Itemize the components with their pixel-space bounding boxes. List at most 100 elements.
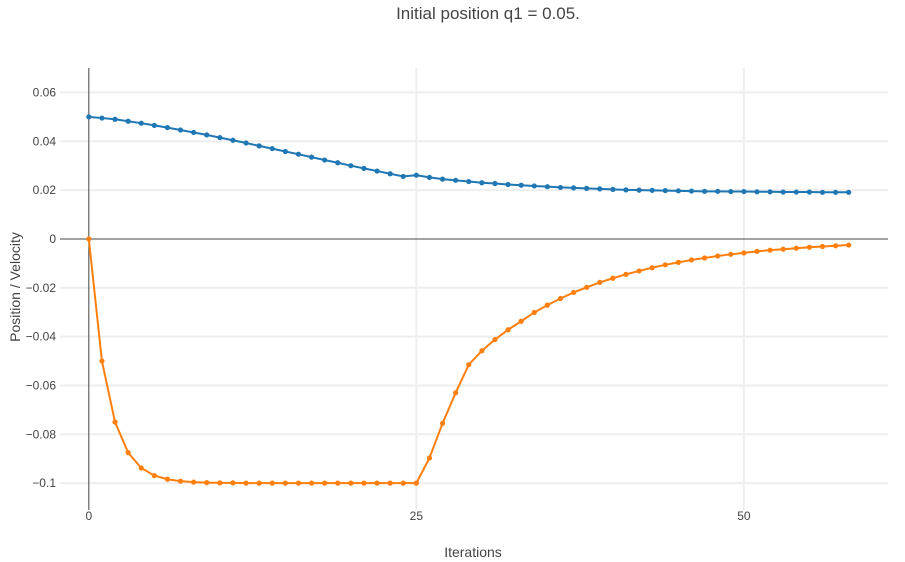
- series-1-point: [662, 187, 668, 194]
- y-tick-label: −0.1: [32, 476, 56, 490]
- series-1-point: [256, 143, 262, 149]
- series-1-point: [531, 183, 537, 189]
- y-axis-title: Position / Velocity: [7, 232, 23, 342]
- series-1-point: [688, 188, 695, 194]
- series-2-point: [361, 480, 367, 486]
- series-1-point: [164, 124, 171, 131]
- series-2-point: [846, 242, 852, 248]
- series-1-point: [741, 188, 747, 195]
- series-2-point: [400, 480, 406, 486]
- series-2-point: [701, 255, 708, 261]
- series-2-point: [819, 243, 826, 250]
- series-2-point: [597, 279, 603, 286]
- series-1-point: [806, 189, 812, 195]
- series-1-point: [413, 172, 419, 178]
- series-2-point: [780, 246, 786, 252]
- y-tick-label: −0.06: [26, 378, 57, 392]
- series-2-point: [715, 253, 721, 259]
- series-1-point: [348, 163, 354, 169]
- series-1-point: [701, 188, 708, 194]
- series-2-point: [230, 480, 236, 486]
- x-tick-label: 50: [737, 509, 751, 523]
- series-1-point: [387, 171, 393, 177]
- series-2-point: [138, 465, 144, 471]
- series-line-2: [87, 238, 849, 485]
- series-1-point: [322, 157, 328, 163]
- series-1-point: [191, 129, 197, 136]
- series-1-point: [204, 132, 210, 138]
- series-2-point: [688, 257, 695, 263]
- series-2-point: [806, 244, 812, 250]
- series-1-point: [282, 148, 288, 155]
- series-2-point: [479, 348, 485, 354]
- x-tick-label: 25: [410, 509, 424, 523]
- series-2-point: [636, 268, 642, 274]
- series-1-point: [819, 189, 826, 195]
- series-2-point: [610, 275, 616, 281]
- series-1-point: [125, 118, 131, 124]
- series-2-point: [387, 480, 393, 486]
- series-2-point: [295, 480, 302, 486]
- series-2-point: [269, 480, 275, 486]
- series-1-point: [269, 145, 275, 152]
- x-tick-labels: 0 25 50: [85, 509, 750, 523]
- series-1-point: [846, 189, 852, 195]
- series-1-point: [112, 116, 118, 122]
- series-2-point: [413, 480, 419, 486]
- series-2-point: [322, 480, 328, 486]
- series-2-point: [675, 259, 681, 265]
- x-axis-title: Iterations: [444, 544, 502, 560]
- series-1-point: [177, 127, 184, 133]
- series-2-point: [584, 284, 590, 290]
- series-2-point: [191, 479, 197, 485]
- series-1-point: [544, 184, 550, 190]
- x-gridlines: [415, 68, 745, 510]
- series-2-point: [518, 318, 524, 324]
- series-2-point: [662, 262, 668, 268]
- y-tick-label: 0.06: [33, 85, 57, 99]
- series-2-point: [793, 245, 799, 251]
- series-2-point: [531, 309, 537, 316]
- x-tick-label: 0: [85, 509, 92, 523]
- series-1-point: [243, 140, 249, 146]
- y-tick-label: −0.02: [26, 281, 57, 295]
- series-2-point: [86, 236, 92, 242]
- series-2-point: [125, 450, 131, 456]
- series-1-point: [675, 188, 681, 194]
- axes: [60, 68, 888, 510]
- series-2-point: [426, 455, 433, 461]
- series-1-point: [479, 180, 485, 186]
- series-1-point: [518, 182, 524, 188]
- series-1-point: [374, 168, 380, 174]
- y-gridlines: [60, 91, 888, 485]
- series-1-point: [584, 185, 590, 191]
- series-2-point: [728, 251, 734, 257]
- series-1-point: [649, 187, 655, 193]
- series-2-point: [453, 390, 459, 396]
- series-1-point: [466, 178, 472, 185]
- series-1-point: [570, 185, 577, 191]
- series-1-point: [217, 134, 223, 141]
- series-1-point: [793, 189, 799, 195]
- series-2-point: [282, 480, 288, 486]
- series-1-point: [597, 186, 603, 192]
- series-2-point: [570, 289, 577, 296]
- y-tick-label: 0.02: [33, 183, 57, 197]
- series-1-point: [400, 173, 406, 180]
- series-2-point: [243, 480, 249, 486]
- series-2-point: [741, 250, 747, 256]
- series-1-point: [453, 177, 459, 183]
- series-1-point: [492, 180, 498, 187]
- series-2-point: [767, 247, 773, 253]
- series-1-point: [230, 137, 236, 143]
- series-2-point: [557, 295, 564, 302]
- series-1-point: [99, 115, 105, 121]
- series-2-point: [308, 480, 315, 486]
- series-1-point: [780, 189, 786, 195]
- series-1-point: [728, 188, 734, 195]
- y-tick-label: 0: [49, 232, 56, 246]
- series-2-point: [256, 480, 262, 486]
- series-2-point: [649, 265, 655, 271]
- series-1-point: [754, 189, 760, 195]
